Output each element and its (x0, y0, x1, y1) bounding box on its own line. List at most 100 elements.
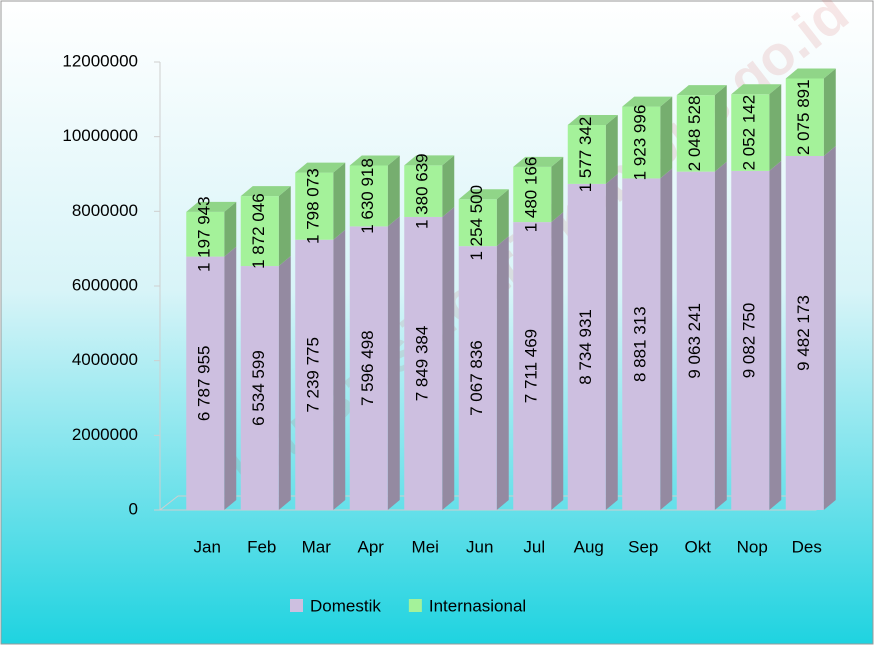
x-tick-label: Okt (685, 537, 712, 556)
data-label: 1 872 046 (249, 193, 268, 269)
x-tick-label: Sep (628, 537, 658, 556)
data-label: 9 482 173 (794, 295, 813, 371)
x-tick-label: Mar (302, 537, 332, 556)
bar-side (333, 162, 346, 240)
x-tick-label: Jan (194, 537, 221, 556)
bar (622, 106, 661, 179)
bar-top (676, 85, 727, 96)
bar-side (823, 145, 836, 510)
bar (240, 266, 279, 510)
bar-side (660, 96, 673, 179)
bar-top (295, 162, 346, 173)
bar-side (714, 85, 727, 172)
x-tick-label: Jul (523, 537, 545, 556)
data-label: 2 052 142 (740, 95, 759, 171)
bar (785, 78, 824, 156)
bar-side (224, 201, 237, 257)
legend-swatch (408, 599, 422, 612)
bar (676, 95, 715, 172)
x-tick-label: Aug (574, 537, 604, 556)
y-tick-label: 0 (129, 499, 138, 518)
x-tick-label: Nop (737, 537, 768, 556)
bar (186, 256, 225, 510)
data-label: 9 082 750 (740, 303, 759, 379)
x-tick-label: Apr (358, 537, 385, 556)
y-tick-label: 6000000 (72, 275, 138, 294)
y-tick-label: 10000000 (62, 126, 138, 145)
data-label: 6 534 599 (249, 350, 268, 426)
bar (295, 239, 334, 510)
bar-side (551, 212, 564, 510)
data-label: 6 787 955 (195, 345, 214, 421)
bar (349, 165, 388, 227)
bar-side (278, 256, 291, 510)
bar (404, 165, 443, 217)
bar-side (387, 155, 400, 227)
bar-top (567, 115, 618, 126)
bar-side (605, 115, 618, 184)
y-tick-label: 12000000 (62, 51, 138, 70)
data-label: 1 254 500 (467, 185, 486, 261)
bar-side (823, 68, 836, 156)
bar-top (622, 96, 673, 107)
bar (785, 155, 824, 510)
bar-side (769, 160, 782, 511)
bar (458, 246, 497, 510)
x-tick-label: Feb (247, 537, 276, 556)
bar-side (442, 155, 455, 217)
data-label: 1 480 166 (522, 157, 541, 233)
bar-top (186, 201, 237, 212)
bar-top (513, 156, 564, 167)
bar (404, 216, 443, 510)
data-label: 1 798 073 (304, 168, 323, 244)
data-label: 7 849 384 (413, 326, 432, 402)
bar-side (496, 236, 509, 510)
bar-top (404, 155, 455, 166)
bar-top (240, 186, 291, 197)
bar (186, 211, 225, 257)
bar-side (496, 189, 509, 247)
data-label: 8 734 931 (576, 309, 595, 385)
bar-side (333, 229, 346, 510)
bar-side (660, 168, 673, 511)
data-label: 1 380 639 (413, 153, 432, 229)
bar-side (605, 173, 618, 510)
data-label: 1 577 342 (576, 117, 595, 193)
data-label: 8 881 313 (631, 306, 650, 382)
bar (458, 199, 497, 247)
bar (731, 94, 770, 171)
data-label: 1 630 918 (358, 158, 377, 234)
x-tick-label: Jun (466, 537, 493, 556)
bar-side (442, 206, 455, 510)
y-tick-label: 4000000 (72, 350, 138, 369)
bar (513, 222, 552, 510)
legend-label: Domestik (310, 596, 381, 615)
bar (513, 166, 552, 223)
data-label: 2 075 891 (794, 79, 813, 155)
y-tick-label: 8000000 (72, 201, 138, 220)
bar (295, 172, 334, 240)
data-label: 7 711 469 (522, 329, 541, 403)
bar-top (785, 68, 836, 79)
data-label: 2 048 528 (685, 96, 704, 172)
bar (349, 226, 388, 511)
data-label: 7 239 775 (304, 337, 323, 413)
y-tick-label: 2000000 (72, 425, 138, 444)
data-label: 7 067 836 (467, 340, 486, 416)
data-label: 1 923 996 (631, 105, 650, 181)
bar (622, 178, 661, 511)
bar-side (224, 246, 237, 510)
bar-side (714, 161, 727, 510)
legend-label: Internasional (429, 596, 526, 615)
bar-top (349, 155, 400, 166)
bar-side (387, 216, 400, 511)
data-label: 1 197 943 (195, 196, 214, 272)
bar-side (278, 186, 291, 267)
bar (731, 170, 770, 511)
data-label: 7 596 498 (358, 330, 377, 406)
bar-top (731, 84, 782, 95)
data-label: 9 063 241 (685, 303, 704, 379)
x-tick-label: Mei (412, 537, 439, 556)
bar-side (769, 84, 782, 171)
